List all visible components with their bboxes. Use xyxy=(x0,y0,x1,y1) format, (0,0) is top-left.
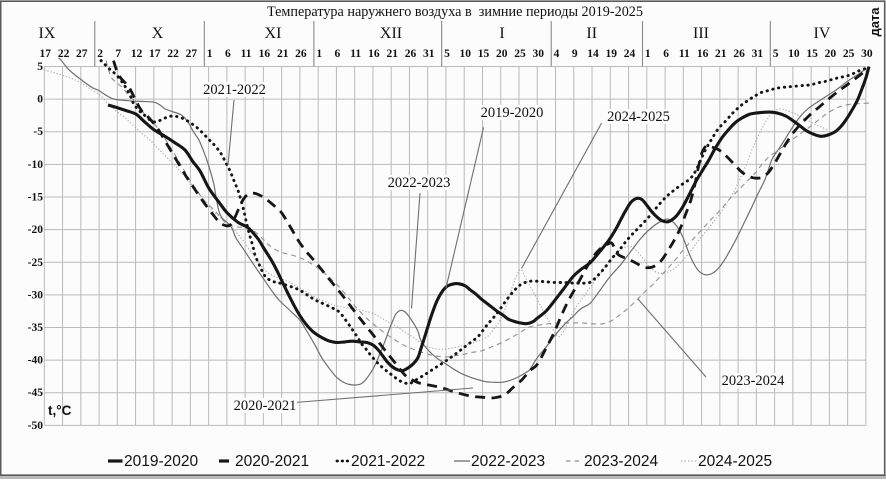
svg-text:14: 14 xyxy=(587,48,599,60)
svg-text:2022-2023: 2022-2023 xyxy=(471,453,545,470)
svg-text:0: 0 xyxy=(37,94,43,106)
svg-text:-35: -35 xyxy=(28,322,44,334)
svg-text:26: 26 xyxy=(733,48,745,60)
svg-text:5: 5 xyxy=(444,48,450,60)
svg-text:26: 26 xyxy=(295,48,307,60)
svg-text:-25: -25 xyxy=(28,257,44,269)
svg-text:дата: дата xyxy=(867,7,882,37)
svg-text:10: 10 xyxy=(788,48,800,60)
svg-text:17: 17 xyxy=(149,48,161,60)
svg-text:2020-2021: 2020-2021 xyxy=(234,398,297,414)
svg-text:15: 15 xyxy=(478,48,490,60)
svg-text:11: 11 xyxy=(679,48,690,60)
svg-text:XI: XI xyxy=(265,25,282,42)
svg-text:11: 11 xyxy=(350,48,361,60)
svg-text:-10: -10 xyxy=(28,159,44,171)
svg-text:21: 21 xyxy=(277,48,289,60)
svg-text:27: 27 xyxy=(76,48,88,60)
svg-text:-30: -30 xyxy=(28,289,44,301)
svg-text:5: 5 xyxy=(37,61,43,73)
svg-text:12: 12 xyxy=(131,48,143,60)
svg-text:-40: -40 xyxy=(28,355,44,367)
svg-text:16: 16 xyxy=(368,48,380,60)
svg-text:2024-2025: 2024-2025 xyxy=(698,453,772,470)
svg-text:Температура наружнего воздуха: Температура наружнего воздуха в зимние п… xyxy=(267,4,643,20)
svg-text:III: III xyxy=(693,25,709,42)
svg-text:I: I xyxy=(499,25,504,42)
svg-text:24: 24 xyxy=(624,48,636,60)
svg-text:X: X xyxy=(152,25,164,42)
svg-text:-15: -15 xyxy=(28,192,44,204)
svg-text:2021-2022: 2021-2022 xyxy=(351,453,425,470)
svg-text:31: 31 xyxy=(752,48,764,60)
svg-text:2024-2025: 2024-2025 xyxy=(607,109,670,125)
svg-text:21: 21 xyxy=(386,48,398,60)
svg-text:15: 15 xyxy=(806,48,818,60)
svg-text:6: 6 xyxy=(663,48,669,60)
svg-text:22: 22 xyxy=(58,48,70,60)
svg-text:7: 7 xyxy=(115,48,121,60)
svg-text:21: 21 xyxy=(715,48,727,60)
svg-text:20: 20 xyxy=(825,48,837,60)
svg-text:XII: XII xyxy=(380,25,402,42)
svg-text:2: 2 xyxy=(97,48,103,60)
svg-text:11: 11 xyxy=(241,48,252,60)
svg-text:25: 25 xyxy=(843,48,855,60)
svg-text:1: 1 xyxy=(316,48,322,60)
svg-text:2020-2021: 2020-2021 xyxy=(235,453,309,470)
svg-text:30: 30 xyxy=(533,48,545,60)
svg-text:19: 19 xyxy=(606,48,618,60)
svg-text:4: 4 xyxy=(554,48,560,60)
svg-text:17: 17 xyxy=(40,48,52,60)
svg-text:IX: IX xyxy=(39,25,56,42)
svg-text:IV: IV xyxy=(814,25,831,42)
svg-text:22: 22 xyxy=(167,48,179,60)
svg-text:6: 6 xyxy=(335,48,341,60)
svg-text:-45: -45 xyxy=(28,387,44,399)
svg-text:6: 6 xyxy=(225,48,231,60)
svg-text:9: 9 xyxy=(572,48,578,60)
svg-text:30: 30 xyxy=(861,48,873,60)
svg-text:1: 1 xyxy=(207,48,213,60)
svg-text:1: 1 xyxy=(645,48,651,60)
svg-text:2022-2023: 2022-2023 xyxy=(388,175,451,191)
svg-text:16: 16 xyxy=(697,48,709,60)
svg-text:-20: -20 xyxy=(28,224,44,236)
svg-text:16: 16 xyxy=(259,48,271,60)
svg-text:2019-2020: 2019-2020 xyxy=(481,105,544,121)
svg-text:20: 20 xyxy=(496,48,508,60)
svg-text:2023-2024: 2023-2024 xyxy=(722,373,786,389)
svg-text:10: 10 xyxy=(459,48,471,60)
svg-text:-50: -50 xyxy=(28,420,44,432)
svg-text:2023-2024: 2023-2024 xyxy=(584,453,659,470)
svg-text:25: 25 xyxy=(514,48,526,60)
svg-text:2021-2022: 2021-2022 xyxy=(203,82,266,98)
svg-text:II: II xyxy=(586,25,597,42)
svg-text:2019-2020: 2019-2020 xyxy=(124,453,199,470)
svg-text:31: 31 xyxy=(423,48,435,60)
svg-text:5: 5 xyxy=(773,48,779,60)
svg-text:-5: -5 xyxy=(33,126,43,138)
svg-text:26: 26 xyxy=(405,48,417,60)
svg-text:t,°C: t,°C xyxy=(48,403,72,418)
svg-text:27: 27 xyxy=(186,48,198,60)
